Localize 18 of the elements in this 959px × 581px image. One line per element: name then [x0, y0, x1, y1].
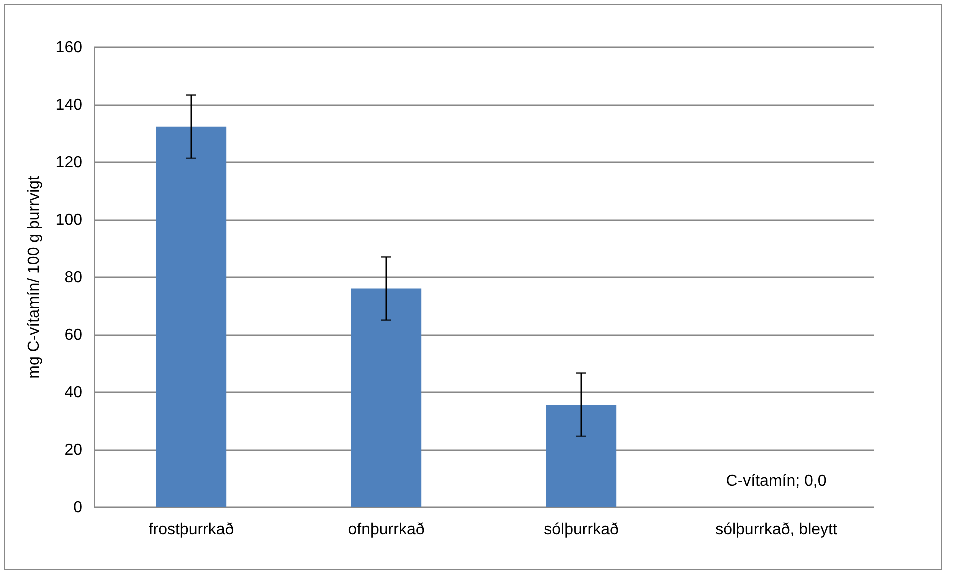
- y-tick-label: 20: [64, 442, 83, 459]
- x-tick-label: ofnþurrkað: [348, 522, 425, 538]
- x-tick-label: frostþurrkað: [148, 522, 234, 538]
- y-tick-label: 120: [56, 154, 83, 172]
- data-label: C-vítamín; 0,0: [726, 473, 827, 490]
- y-tick-label: 160: [56, 40, 83, 56]
- y-tick-label: 140: [56, 97, 83, 114]
- x-tick-label: sólþurrkað: [544, 522, 619, 538]
- x-tick-label: sólþurrkað, bleytt: [716, 522, 838, 538]
- y-tick-label: 0: [74, 500, 83, 516]
- y-tick-label: 60: [64, 327, 83, 344]
- bar: [546, 404, 617, 507]
- y-tick-label: 80: [64, 270, 83, 286]
- y-tick-label: 100: [56, 212, 83, 229]
- y-tick-label: 40: [64, 384, 83, 402]
- y-axis-title: mg C-vítamín/ 100 g þurrvigt: [26, 176, 43, 379]
- bar: [351, 288, 422, 507]
- bar: [156, 126, 227, 507]
